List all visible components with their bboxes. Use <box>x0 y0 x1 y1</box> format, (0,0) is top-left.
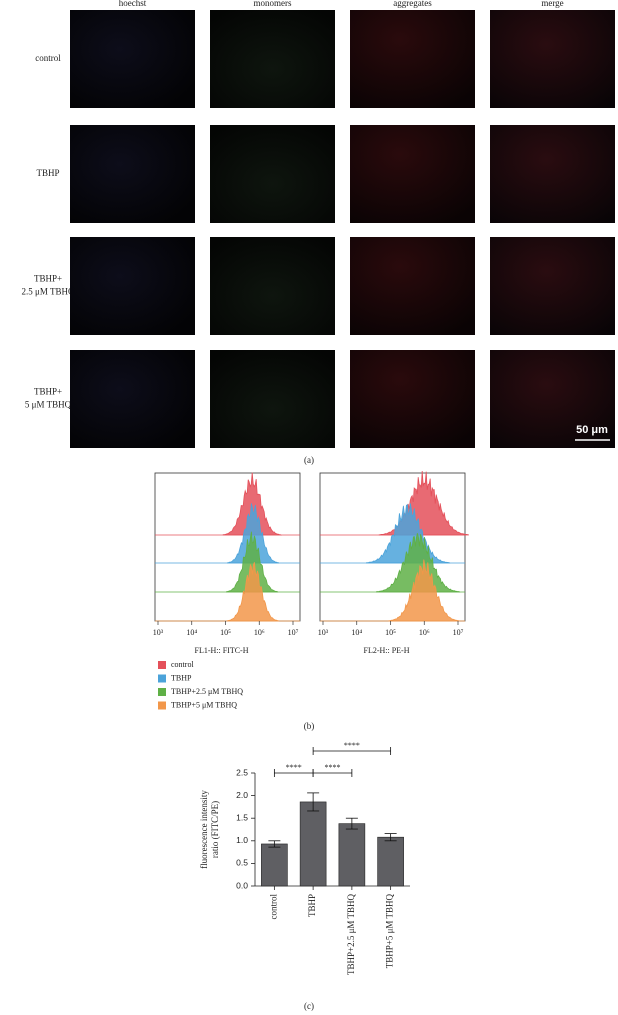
y-tick-label: 2.5 <box>236 767 248 777</box>
micrograph <box>210 125 335 223</box>
micrograph <box>210 350 335 448</box>
micrograph <box>210 237 335 335</box>
legend-label: TBHP+2.5 μM TBHQ <box>171 687 243 696</box>
x-tick-label: 10⁷ <box>288 628 299 637</box>
x-tick-label: TBHP+2.5 μM TBHQ <box>346 894 356 975</box>
x-tick-label: 10³ <box>153 628 164 637</box>
micrograph <box>70 125 195 223</box>
histogram-peak <box>222 472 283 536</box>
histogram-peak <box>227 503 280 564</box>
histogram-frame <box>154 472 301 622</box>
y-tick-label: 1.0 <box>236 835 248 845</box>
significance-label: **** <box>325 763 341 772</box>
row-label: control <box>35 53 61 63</box>
x-tick-label: 10⁴ <box>351 628 362 637</box>
row-label: 5 μM TBHQ <box>25 400 72 410</box>
micrograph <box>490 125 615 223</box>
y-axis-label: fluorescence intensity <box>199 790 209 869</box>
column-header: hoechst <box>119 0 147 8</box>
x-axis-label: FL2-H:: PE-H <box>364 646 410 655</box>
legend-label: TBHP <box>171 673 192 682</box>
x-tick-label: 10⁶ <box>254 628 265 637</box>
legend-swatch <box>158 688 166 696</box>
x-tick-label: 10⁷ <box>453 628 464 637</box>
legend-swatch <box>158 701 166 710</box>
histogram-peak <box>226 531 279 593</box>
x-tick-label: 10⁵ <box>220 628 231 637</box>
histogram-peak <box>378 470 469 536</box>
x-tick-label: 10³ <box>318 628 329 637</box>
histogram-peak <box>388 559 461 622</box>
histogram-peak <box>227 562 280 622</box>
row-label: TBHP <box>36 168 59 178</box>
micrograph <box>70 237 195 335</box>
y-tick-label: 0.5 <box>236 858 248 868</box>
y-tick-label: 0.0 <box>236 880 248 890</box>
y-tick-label: 1.5 <box>236 812 248 822</box>
x-axis-label: FL1-H:: FITC-H <box>195 646 249 655</box>
legend-label: TBHP+5 μM TBHQ <box>171 700 237 709</box>
micrograph <box>490 237 615 335</box>
x-tick-label: TBHP <box>307 894 317 917</box>
row-label: TBHP+ <box>34 387 62 397</box>
column-header: merge <box>541 0 563 8</box>
legend-swatch <box>158 674 166 683</box>
micrograph <box>350 125 475 223</box>
x-tick-label: TBHP+5 μM TBHQ <box>385 894 395 969</box>
bar <box>338 823 366 887</box>
caption: (a) <box>304 455 314 465</box>
y-axis-label: ratio (FITC/PE) <box>210 801 220 858</box>
bar <box>377 836 404 887</box>
x-tick-label: 10⁶ <box>419 628 430 637</box>
legend-label: control <box>171 660 194 669</box>
row-label: TBHP+ <box>34 274 62 284</box>
bar <box>261 843 288 887</box>
scale-bar-label: 50 μm <box>576 424 608 436</box>
column-header: aggregates <box>393 0 432 8</box>
micrograph <box>490 10 615 108</box>
micrograph <box>70 350 195 448</box>
micrograph <box>350 237 475 335</box>
significance-label: **** <box>344 741 360 750</box>
micrograph <box>210 10 335 108</box>
caption: (b) <box>304 721 315 731</box>
column-header: monomers <box>254 0 292 8</box>
caption: (c) <box>304 1001 314 1011</box>
micrograph <box>70 10 195 108</box>
bar <box>299 801 327 887</box>
x-tick-label: 10⁵ <box>385 628 396 637</box>
x-tick-label: control <box>268 894 278 920</box>
significance-label: **** <box>286 763 302 772</box>
y-tick-label: 2.0 <box>236 790 248 800</box>
legend-swatch <box>158 661 166 669</box>
row-label: 2.5 μM TBHQ <box>22 287 75 297</box>
micrograph <box>350 10 475 108</box>
micrograph <box>490 350 615 448</box>
histogram-peak <box>376 533 461 593</box>
micrograph <box>350 350 475 448</box>
x-tick-label: 10⁴ <box>186 628 197 637</box>
